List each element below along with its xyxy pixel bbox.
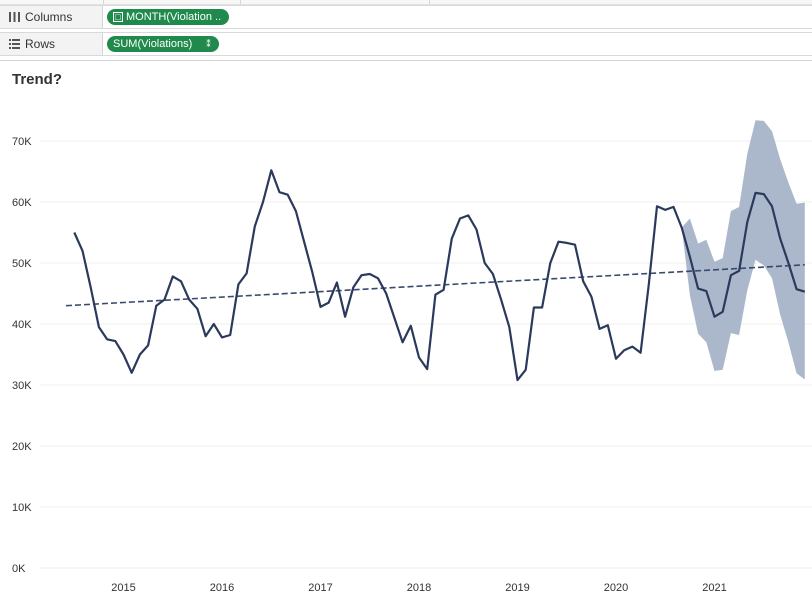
columns-drop-area[interactable]: □ MONTH(Violation ..	[103, 6, 812, 28]
pill-label: MONTH(Violation ..	[126, 11, 222, 23]
toolbar-divider	[429, 0, 430, 4]
x-tick-label: 2021	[702, 582, 726, 594]
x-tick-label: 2019	[505, 582, 529, 594]
y-tick-label: 60K	[12, 197, 32, 209]
pill-measure-icon: ⁑	[206, 38, 211, 49]
columns-shelf-label: Columns	[0, 6, 103, 28]
y-tick-label: 50K	[12, 258, 32, 270]
y-tick-label: 40K	[12, 319, 32, 331]
toolbar-strip	[0, 0, 812, 5]
trend-line	[65, 264, 805, 307]
month-violation-pill[interactable]: □ MONTH(Violation ..	[107, 9, 230, 25]
y-tick-label: 30K	[12, 380, 32, 392]
columns-label: Columns	[25, 10, 73, 24]
sum-violations-pill[interactable]: SUM(Violations) ⁑	[107, 36, 219, 52]
y-tick-label: 10K	[12, 502, 32, 514]
x-axis-ticks: 2015 2016 2017 2018 2019 2020 2021	[111, 582, 726, 594]
x-tick-label: 2020	[604, 582, 628, 594]
y-tick-label: 70K	[12, 136, 32, 148]
pill-label: SUM(Violations)	[113, 38, 193, 50]
rows-label: Rows	[25, 37, 56, 51]
x-tick-label: 2015	[111, 582, 135, 594]
toolbar-divider	[240, 0, 241, 4]
trend-line-group	[65, 264, 805, 307]
chart-title: Trend?	[12, 71, 63, 88]
toolbar-divider	[103, 0, 104, 4]
rows-shelf[interactable]: Rows SUM(Violations) ⁑	[0, 32, 812, 56]
x-tick-label: 2017	[308, 582, 332, 594]
x-tick-label: 2016	[210, 582, 234, 594]
rows-icon	[6, 39, 22, 49]
visualization-area[interactable]: Trend? 0K 10K 20K 30K 40K 50K 60K 70K 2015 2016 2…	[0, 60, 812, 601]
series-group	[73, 169, 806, 382]
columns-shelf[interactable]: Columns □ MONTH(Violation ..	[0, 5, 812, 29]
pill-expand-icon[interactable]: □	[113, 12, 123, 22]
y-tick-label: 0K	[12, 563, 26, 575]
rows-shelf-label: Rows	[0, 33, 103, 55]
gridlines	[40, 140, 812, 569]
x-tick-label: 2018	[407, 582, 431, 594]
violations-series-line[interactable]	[73, 169, 806, 382]
y-axis-ticks: 0K 10K 20K 30K 40K 50K 60K 70K	[12, 136, 32, 575]
line-chart[interactable]: 0K 10K 20K 30K 40K 50K 60K 70K 2015 2016 2017 2018…	[0, 61, 812, 600]
columns-icon	[6, 12, 22, 22]
y-tick-label: 20K	[12, 441, 32, 453]
rows-drop-area[interactable]: SUM(Violations) ⁑	[103, 33, 812, 55]
